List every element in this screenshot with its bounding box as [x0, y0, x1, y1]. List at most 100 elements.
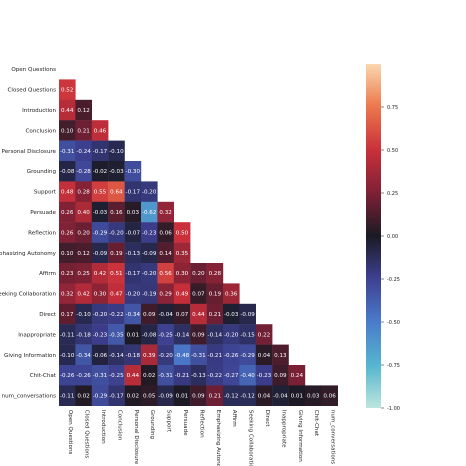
heatmap-cell — [124, 385, 142, 406]
cell-value-label: 0.25 — [77, 271, 90, 277]
cell-value-label: -0.09 — [142, 251, 157, 257]
cell-value-label: -0.23 — [257, 373, 272, 379]
column-tick-label: Seeking Collaboratio — [248, 410, 254, 466]
colorbar-tick-label: -0.75 — [387, 363, 400, 369]
cell-value-label: -0.11 — [60, 394, 75, 400]
colorbar-tick-label: -0.25 — [387, 277, 400, 283]
heatmap-cell — [255, 385, 273, 406]
heatmap-cell — [75, 242, 92, 264]
heatmap-cell — [173, 242, 191, 264]
heatmap-cell — [108, 283, 125, 304]
cell-value-label: 0.28 — [77, 190, 90, 196]
row-tick-label: Affirm — [39, 271, 56, 277]
column-tick-label: Inappropriate — [280, 410, 286, 448]
heatmap-cell — [190, 303, 207, 325]
heatmap-cell — [108, 242, 125, 264]
cell-value-label: -0.31 — [158, 373, 173, 379]
cell-value-label: 0.64 — [110, 190, 123, 196]
cell-value-label: -0.18 — [76, 332, 91, 338]
heatmap-cell — [59, 283, 76, 304]
cell-value-label: 0.12 — [77, 251, 89, 257]
heatmap-cell — [75, 222, 92, 243]
heatmap-cell — [91, 140, 109, 162]
heatmap-cell — [141, 242, 158, 264]
heatmap-cells: 0.520.44 0.120.10 0.21 0.46-0.31 -0.24 -0.17-… — [59, 79, 338, 406]
heatmap-cell — [91, 222, 109, 243]
colorbar-gradient — [366, 64, 381, 408]
cell-value-label: 0.13 — [274, 353, 287, 359]
cell-value-label: 0.39 — [143, 353, 156, 359]
cell-value-label: 0.09 — [274, 373, 287, 379]
heatmap-cell — [173, 283, 191, 304]
heatmap-cell — [75, 120, 92, 141]
cell-value-label: -0.29 — [93, 230, 108, 236]
heatmap-cell — [108, 140, 125, 162]
cell-value-label: -0.20 — [93, 312, 108, 318]
cell-value-label: 0.03 — [307, 394, 320, 400]
cell-value-label: -0.20 — [142, 271, 157, 277]
heatmap-cell — [157, 283, 174, 304]
heatmap-cell — [190, 365, 207, 386]
heatmap-cell — [157, 324, 174, 345]
cell-value-label: 0.26 — [61, 230, 74, 236]
cell-value-label: -0.08 — [142, 332, 157, 338]
heatmap-cell — [190, 324, 207, 345]
cell-value-label: -0.23 — [93, 332, 108, 338]
heatmap-cell — [91, 385, 109, 406]
cell-value-label: 0.19 — [209, 292, 222, 298]
cell-value-label: 0.48 — [61, 190, 74, 196]
cell-value-label: -0.21 — [175, 373, 190, 379]
cell-value-label: 0.35 — [176, 251, 189, 257]
heatmap-cell — [59, 263, 76, 284]
row-tick-label: Reflection — [28, 230, 56, 236]
heatmap-cell — [173, 222, 191, 243]
heatmap-cell — [206, 283, 224, 304]
column-tick-label: Direct — [264, 410, 270, 428]
heatmap-cell — [272, 365, 289, 386]
cell-value-label: 0.21 — [209, 312, 222, 318]
cell-value-label: 0.55 — [94, 190, 107, 196]
heatmap-cell — [124, 344, 142, 366]
row-tick-label: Inappropriate — [18, 332, 56, 338]
heatmap-cell — [141, 222, 158, 243]
heatmap-cell — [59, 344, 76, 366]
cell-value-label: 0.32 — [159, 210, 171, 216]
cell-value-label: 0.44 — [61, 108, 74, 114]
column-tick-label: Persuade — [182, 410, 188, 436]
heatmap-cell — [75, 365, 92, 386]
heatmap-cell — [173, 324, 191, 345]
cell-value-label: 0.02 — [143, 373, 155, 379]
cell-value-label: 0.56 — [159, 271, 172, 277]
row-tick-label: Giving Information — [4, 353, 56, 359]
heatmap-cell — [124, 181, 142, 202]
heatmap-cell — [59, 120, 76, 141]
cell-value-label: -0.62 — [142, 210, 156, 216]
heatmap-cell — [206, 324, 224, 345]
heatmap-cell — [223, 344, 240, 366]
heatmap-cell — [272, 344, 289, 366]
cell-value-label: 0.17 — [61, 312, 74, 318]
heatmap-cell — [124, 365, 142, 386]
colorbar-tick-label: -0.50 — [387, 320, 400, 326]
cell-value-label: 0.09 — [192, 332, 205, 338]
heatmap-cell — [173, 344, 191, 366]
cell-value-label: 0.05 — [143, 394, 156, 400]
heatmap-cell — [91, 201, 109, 223]
heatmap-cell — [108, 222, 125, 243]
column-tick-label: Personal Disclosure — [133, 410, 139, 465]
heatmap-cell — [190, 344, 207, 366]
cell-value-label: -0.27 — [224, 373, 239, 379]
heatmap-cell — [206, 365, 224, 386]
cell-value-label: 0.20 — [77, 230, 90, 236]
cell-value-label: -0.26 — [76, 373, 91, 379]
heatmap-cell — [206, 303, 224, 325]
cell-value-label: 0.29 — [159, 292, 172, 298]
cell-value-label: -0.06 — [93, 353, 108, 359]
heatmap-cell — [124, 222, 142, 243]
heatmap-cell — [239, 324, 256, 345]
cell-value-label: -0.04 — [273, 394, 288, 400]
cell-value-label: 0.44 — [127, 373, 140, 379]
colorbar — [366, 64, 381, 408]
cell-value-label: -0.34 — [126, 312, 141, 318]
